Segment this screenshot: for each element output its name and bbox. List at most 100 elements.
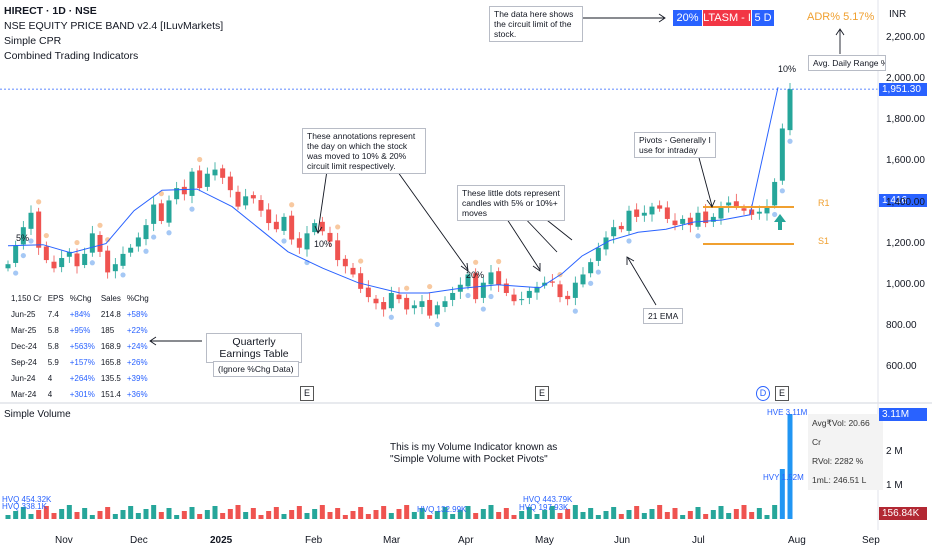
- big-move-dot: [151, 234, 157, 240]
- big-move-dot: [772, 211, 778, 218]
- candle-body: [289, 215, 295, 240]
- volume-bar: [749, 512, 755, 519]
- candle-body: [649, 206, 655, 215]
- volume-bar: [442, 507, 448, 519]
- big-move-dot: [28, 238, 34, 244]
- candle-body: [534, 286, 540, 293]
- vol-label-hvy: HVY 1.52M: [763, 473, 804, 482]
- table-cell: +84%: [69, 309, 91, 319]
- table-cell: Jun-25: [11, 309, 36, 319]
- volume-bar: [43, 506, 49, 519]
- candle-body: [557, 284, 563, 298]
- indicator-3[interactable]: Combined Trading Indicators: [4, 50, 139, 62]
- indicator-1[interactable]: NSE EQUITY PRICE BAND v2.4 [ILuvMarkets]: [4, 20, 224, 32]
- volume-bar: [342, 515, 348, 519]
- volume-bar: [503, 508, 509, 519]
- adr-readout: ADR% 5.17%: [807, 11, 874, 23]
- volume-bar: [534, 514, 540, 519]
- candle-body: [143, 225, 149, 240]
- candle-body: [227, 176, 233, 191]
- candle-body: [36, 211, 42, 248]
- avg-volume-tag: 156.84K: [879, 507, 927, 520]
- candle-body: [680, 218, 686, 224]
- candle-body: [319, 221, 325, 232]
- big-move-dot: [588, 280, 594, 286]
- dividend-marker[interactable]: D: [756, 386, 770, 401]
- volume-bar: [281, 514, 287, 519]
- table-cell: +24%: [126, 341, 148, 351]
- big-move-dot: [473, 259, 479, 265]
- big-move-dot: [388, 314, 394, 320]
- candle-body: [427, 299, 433, 316]
- volume-bar: [450, 514, 456, 519]
- adr-note: Avg. Daily Range %: [808, 55, 886, 71]
- volume-bar: [427, 515, 433, 519]
- volume-bar: [411, 512, 417, 519]
- days-badge: 5 D: [752, 10, 774, 26]
- candle-body: [212, 169, 218, 176]
- volume-bar: [143, 509, 149, 519]
- volume-bar: [557, 513, 563, 519]
- candle-body: [243, 196, 249, 206]
- table-cell: +95%: [69, 325, 91, 335]
- volume-bar: [565, 509, 571, 519]
- y-tick-label: 1,200.00: [886, 237, 925, 249]
- symbol-title[interactable]: HIRECT · 1D · NSE: [4, 5, 97, 17]
- volume-bar: [457, 510, 463, 519]
- volume-bar: [112, 514, 118, 519]
- x-tick-label: 2025: [210, 535, 233, 546]
- big-move-dot: [480, 306, 486, 312]
- candle-body: [580, 274, 586, 285]
- earnings-note-sub: (Ignore %Chg Data): [213, 361, 299, 377]
- header-cell: EPS: [47, 293, 64, 303]
- circuit-change-note: These annotations represent the day on w…: [302, 128, 426, 174]
- candle-body: [695, 212, 701, 227]
- table-cell: 168.9: [100, 341, 121, 351]
- candle-body: [189, 171, 195, 196]
- table-row: Sep-24 5.9 +157% 165.8 +26%: [8, 354, 152, 370]
- candle-body: [350, 267, 356, 275]
- candle-body: [779, 128, 785, 181]
- volume-bar: [419, 508, 425, 519]
- candle-body: [97, 234, 103, 252]
- y-tick-label: 1,400.00: [886, 196, 925, 208]
- earnings-marker[interactable]: E: [775, 386, 789, 401]
- table-cell: +39%: [126, 373, 148, 383]
- candle-body: [411, 305, 417, 309]
- table-row: Jun-25 7.4 +84% 214.8 +58%: [8, 306, 152, 322]
- volume-bar: [335, 508, 341, 519]
- volume-bar: [59, 509, 65, 519]
- currency-label[interactable]: INR: [889, 9, 907, 20]
- last-price-tag: 1,951.30: [879, 83, 927, 96]
- candle-body: [503, 283, 509, 293]
- volume-title[interactable]: Simple Volume: [4, 409, 71, 420]
- volume-bar: [404, 505, 410, 519]
- big-move-dot: [358, 258, 364, 264]
- candle-body: [59, 258, 65, 268]
- candle-body: [664, 207, 670, 219]
- x-tick-label: Jun: [614, 535, 631, 546]
- vol-label-hvq: HVQ 132.99K: [417, 505, 467, 514]
- x-tick-label: Jul: [692, 535, 705, 546]
- big-move-dot: [465, 292, 471, 299]
- volume-bar: [120, 510, 126, 519]
- earnings-marker[interactable]: E: [300, 386, 314, 401]
- y-tick-label: 2,000.00: [886, 73, 925, 85]
- big-move-dot: [289, 202, 295, 208]
- volume-bar: [618, 514, 624, 519]
- candle-body: [442, 301, 448, 307]
- big-move-dot: [143, 248, 149, 254]
- candle-body: [488, 272, 494, 285]
- volume-bar: [266, 511, 272, 519]
- volume-bar: [588, 508, 594, 519]
- table-cell: 165.8: [100, 357, 121, 367]
- volume-bar: [526, 507, 532, 519]
- volume-bar: [779, 469, 785, 519]
- candle-body: [28, 212, 34, 229]
- earnings-marker[interactable]: E: [535, 386, 549, 401]
- candle-body: [120, 253, 126, 266]
- candle-body: [181, 186, 187, 195]
- volume-bar: [235, 505, 241, 519]
- indicator-2[interactable]: Simple CPR: [4, 35, 62, 47]
- up-arrow-icon: [774, 214, 786, 230]
